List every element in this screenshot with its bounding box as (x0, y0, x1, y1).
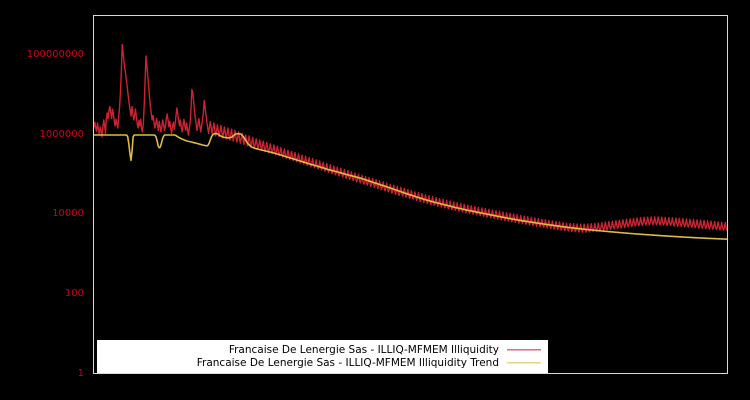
legend-entry[interactable]: Francaise De Lenergie Sas - ILLIQ-MFMEM … (104, 343, 541, 356)
y-tick-label: 100000000 (26, 48, 84, 60)
legend-entry-label: Francaise De Lenergie Sas - ILLIQ-MFMEM … (196, 356, 499, 369)
y-tick-label: 10000 (52, 208, 84, 220)
legend-entry-label: Francaise De Lenergie Sas - ILLIQ-MFMEM … (228, 343, 499, 356)
plot-area (93, 15, 728, 374)
y-tick-label: 1000000 (39, 128, 84, 140)
series-line-illiquidity (94, 45, 727, 233)
y-tick-label: 100 (64, 288, 84, 300)
legend-color-swatch (507, 344, 541, 355)
chart-legend: Francaise De Lenergie Sas - ILLIQ-MFMEM … (97, 340, 548, 373)
series-line-illiquidity-trend (94, 134, 727, 240)
y-axis: 100000000 1000000 10000 100 1 (0, 0, 93, 400)
legend-color-swatch (507, 357, 541, 368)
legend-entry[interactable]: Francaise De Lenergie Sas - ILLIQ-MFMEM … (104, 356, 541, 369)
plot-canvas (94, 16, 727, 373)
y-tick-label: 1 (77, 368, 84, 379)
